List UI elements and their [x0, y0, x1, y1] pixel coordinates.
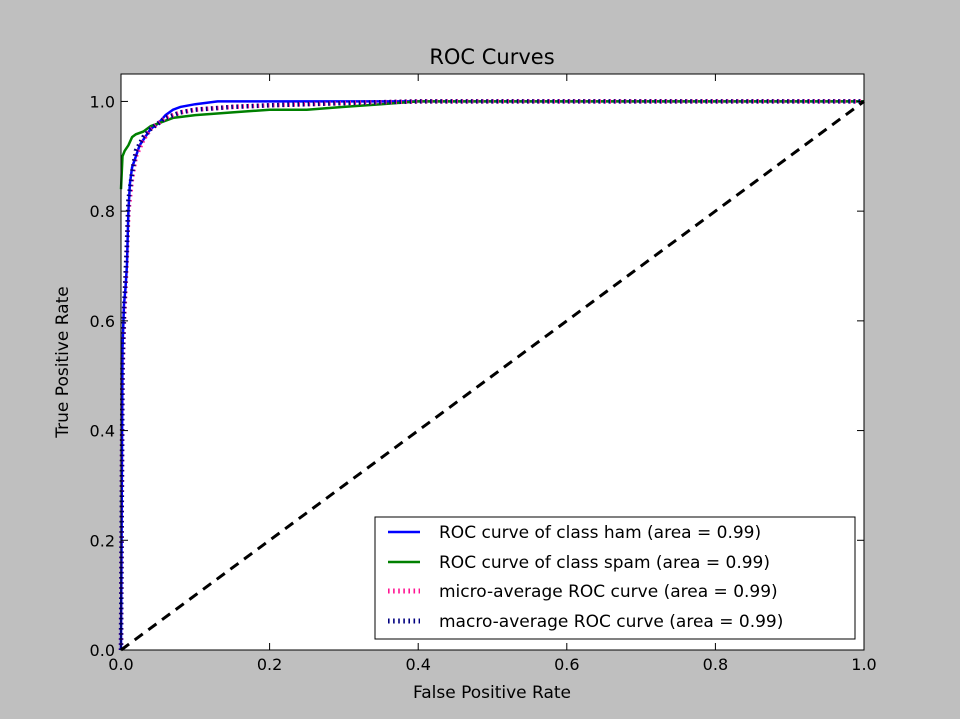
legend-box — [374, 516, 856, 640]
y-tick-label: 0.8 — [90, 202, 115, 221]
chart-title: ROC Curves — [429, 45, 554, 69]
series-macro-line — [118, 99, 864, 651]
x-tick-label: 0.8 — [703, 655, 728, 674]
x-axis-label: False Positive Rate — [413, 683, 571, 703]
y-axis-label: True Positive Rate — [53, 286, 73, 438]
legend: ROC curve of class ham (area = 0.99) ROC… — [374, 516, 856, 640]
legend-label-macro: macro-average ROC curve (area = 0.99) — [439, 612, 783, 632]
plot-frame — [120, 73, 865, 651]
y-tick-label: 0.6 — [90, 312, 115, 331]
legend-label-spam: ROC curve of class spam (area = 0.99) — [439, 553, 770, 573]
y-tick-label: 0.0 — [90, 641, 115, 660]
legend-label-ham: ROC curve of class ham (area = 0.99) — [439, 523, 761, 543]
legend-label-micro: micro-average ROC curve (area = 0.99) — [439, 582, 778, 602]
x-tick-label: 1.0 — [851, 655, 876, 674]
ticks-layer: 0.0 0.2 0.4 0.6 0.8 1.0 0.0 0.2 0.4 0.6 0.8 1.0 — [90, 74, 877, 674]
x-tick-label: 0.0 — [108, 655, 133, 674]
x-tick-label: 0.6 — [554, 655, 579, 674]
x-tick-label: 0.4 — [405, 655, 430, 674]
y-tick-label: 0.4 — [90, 422, 115, 441]
chance-diagonal-line — [120, 100, 865, 652]
series-layer — [118, 99, 865, 652]
x-tick-label: 0.2 — [257, 655, 282, 674]
y-tick-label: 1.0 — [90, 92, 115, 111]
y-tick-label: 0.2 — [90, 531, 115, 550]
